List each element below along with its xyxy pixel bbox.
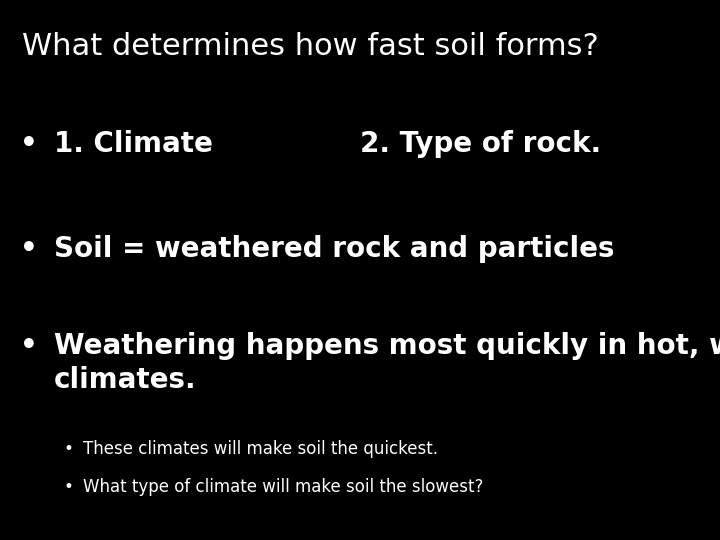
Text: •: •: [63, 478, 73, 496]
Text: •: •: [63, 440, 73, 458]
Text: •: •: [20, 130, 38, 158]
Text: Soil = weathered rock and particles: Soil = weathered rock and particles: [54, 235, 614, 263]
Text: These climates will make soil the quickest.: These climates will make soil the quicke…: [83, 440, 438, 458]
Text: 1. Climate: 1. Climate: [54, 130, 213, 158]
Text: 2. Type of rock.: 2. Type of rock.: [360, 130, 601, 158]
Text: What determines how fast soil forms?: What determines how fast soil forms?: [22, 32, 598, 62]
Text: What type of climate will make soil the slowest?: What type of climate will make soil the …: [83, 478, 483, 496]
Text: •: •: [20, 235, 38, 263]
Text: •: •: [20, 332, 38, 360]
Text: Weathering happens most quickly in hot, wet
climates.: Weathering happens most quickly in hot, …: [54, 332, 720, 394]
